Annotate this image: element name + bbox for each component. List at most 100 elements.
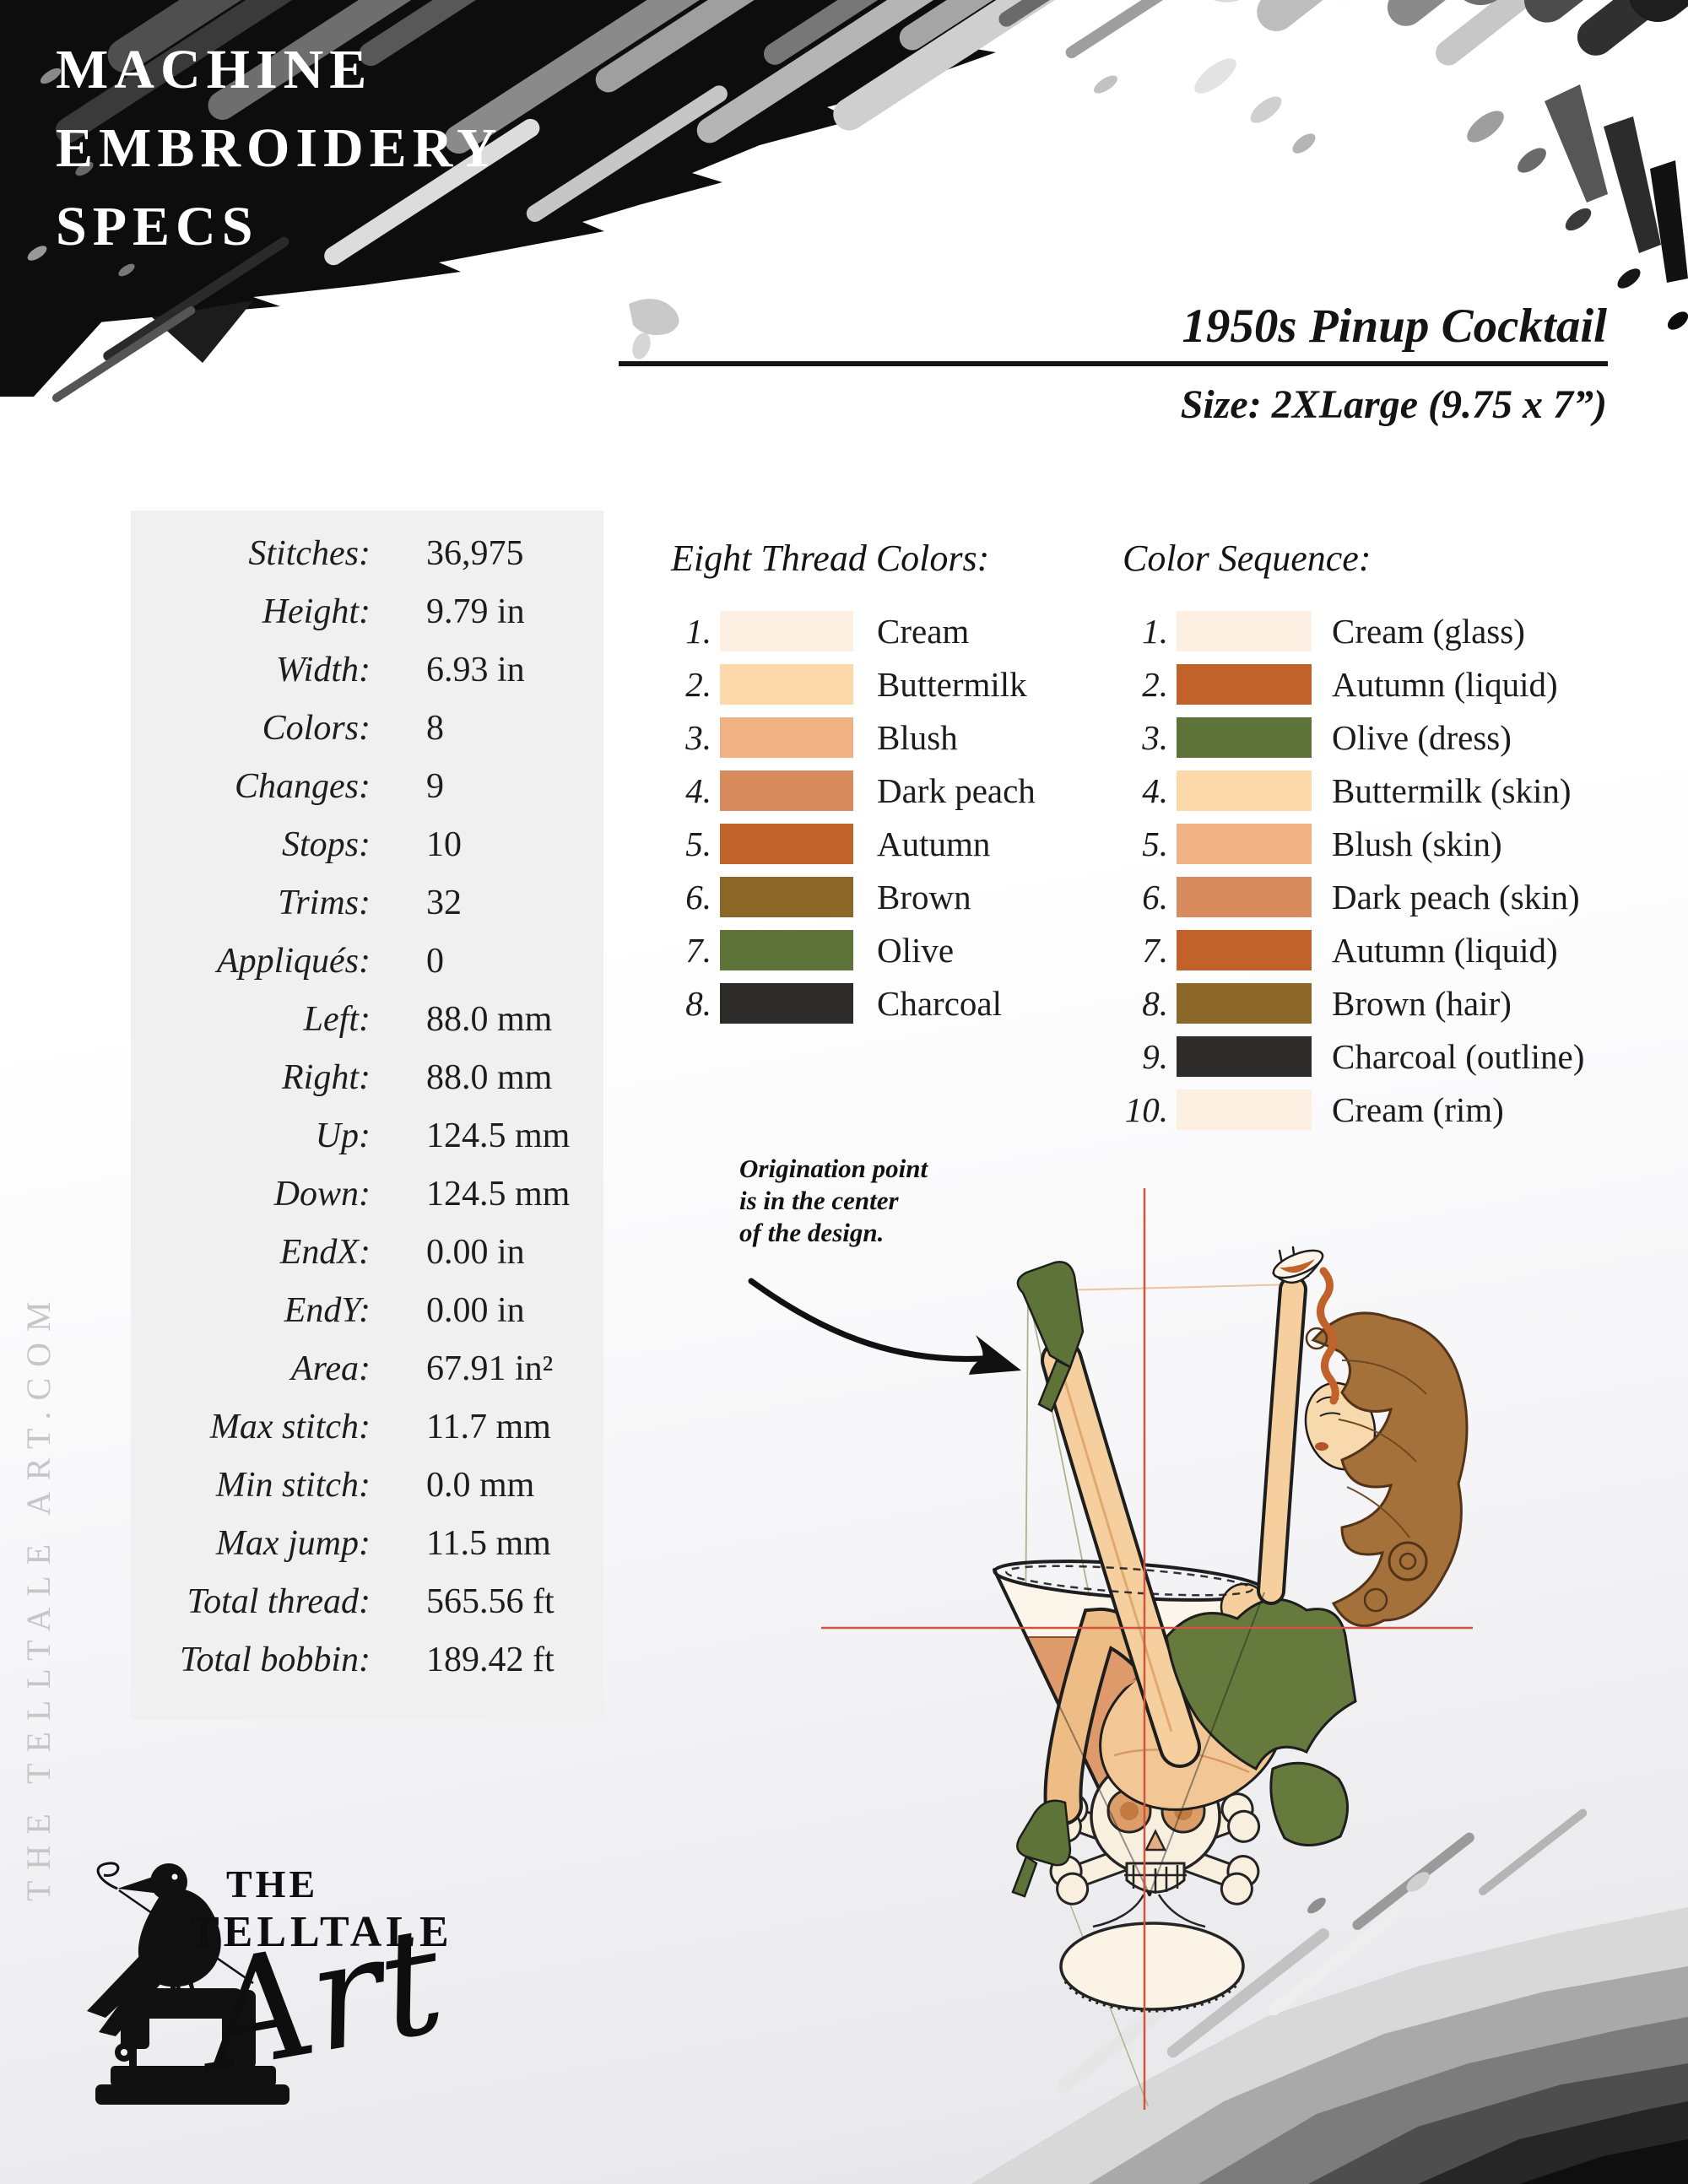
- color-swatch: [720, 983, 853, 1024]
- color-name: Brown: [877, 878, 971, 916]
- color-sequence-list: Color Sequence: 1. Cream (glass) 2. Autumn…: [1123, 537, 1584, 1143]
- spec-value: 0: [426, 941, 444, 981]
- hair: [1311, 1311, 1469, 1628]
- thread-color-row: 2. Buttermilk: [671, 664, 1036, 705]
- color-number: 9.: [1142, 1037, 1168, 1076]
- color-swatch: [720, 824, 853, 864]
- title-divider: [619, 361, 1608, 366]
- color-name: Blush: [877, 718, 958, 757]
- color-swatch: [720, 664, 853, 705]
- spec-label: Left:: [303, 999, 371, 1039]
- spec-label: Total thread:: [187, 1581, 371, 1621]
- spec-row: Colors: 8: [131, 699, 603, 757]
- spec-row: Stitches: 36,975: [131, 524, 603, 582]
- spec-label: Right:: [282, 1057, 371, 1097]
- thread-color-row: 6. Brown: [671, 877, 1036, 917]
- color-name: Blush (skin): [1332, 824, 1502, 863]
- color-sequence-row: 3. Olive (dress): [1123, 717, 1584, 758]
- logo-word-the: THE: [226, 1862, 319, 1906]
- olive-dress: [1165, 1597, 1357, 1771]
- crow-sewing-machine-icon: [87, 1862, 289, 2105]
- color-swatch: [1177, 983, 1312, 1024]
- color-name: Autumn: [877, 824, 991, 863]
- color-number: 6.: [1142, 878, 1168, 916]
- color-name: Autumn (liquid): [1332, 665, 1558, 704]
- color-sequence-row: 9. Charcoal (outline): [1123, 1036, 1584, 1077]
- spec-label: Colors:: [262, 708, 371, 748]
- color-swatch: [1177, 1089, 1312, 1130]
- color-name: Brown (hair): [1332, 984, 1512, 1023]
- color-sequence-row: 4. Buttermilk (skin): [1123, 770, 1584, 811]
- spec-row: Trims: 32: [131, 873, 603, 932]
- spec-label: Changes:: [235, 766, 371, 806]
- color-swatch: [720, 770, 853, 811]
- pinup-figure: [1011, 1246, 1469, 1898]
- spec-value: 124.5 mm: [426, 1174, 571, 1214]
- thread-color-row: 4. Dark peach: [671, 770, 1036, 811]
- spec-value: 88.0 mm: [426, 1057, 553, 1097]
- telltale-art-logo: THE TELLTALE Art: [80, 1855, 519, 2133]
- color-number: 2.: [1142, 665, 1168, 704]
- mini-cocktail-glass: [1272, 1249, 1324, 1284]
- color-name: Olive (dress): [1332, 718, 1512, 757]
- page-title-line: MACHINE: [56, 39, 373, 100]
- thread-color-row: 5. Autumn: [671, 824, 1036, 864]
- page-title-line: SPECS: [56, 196, 259, 257]
- thread-color-row: 1. Cream: [671, 611, 1036, 651]
- gray-blob: [629, 299, 679, 359]
- color-number: 4.: [685, 771, 711, 810]
- olive-shoe-lower: [1011, 1799, 1072, 1898]
- spec-row: Right: 88.0 mm: [131, 1048, 603, 1106]
- color-sequence-row: 5. Blush (skin): [1123, 824, 1584, 864]
- color-swatch: [1177, 770, 1312, 811]
- spec-row: Appliqués: 0: [131, 932, 603, 990]
- spec-row: Area: 67.91 in²: [131, 1339, 603, 1397]
- olive-shoe-upper: [1016, 1261, 1085, 1413]
- logo-word-telltale: TELLTALE: [190, 1908, 453, 1956]
- color-sequence-title: Color Sequence:: [1123, 538, 1372, 579]
- spec-label: Min stitch:: [215, 1465, 371, 1505]
- pour-squiggle: [1317, 1267, 1339, 1405]
- spec-row: Width: 6.93 in: [131, 641, 603, 699]
- spec-label: Max stitch:: [209, 1407, 371, 1446]
- color-sequence-row: 2. Autumn (liquid): [1123, 664, 1584, 705]
- spec-label: Area:: [290, 1349, 371, 1388]
- color-name: Charcoal (outline): [1332, 1037, 1585, 1076]
- thread-colors-title: Eight Thread Colors:: [671, 538, 990, 579]
- color-number: 3.: [1142, 718, 1168, 757]
- color-swatch: [1177, 877, 1312, 917]
- embroidery-design-preview: [821, 1188, 1473, 2110]
- origination-note: Origination point is in the center of th…: [739, 1153, 928, 1249]
- color-name: Olive: [877, 931, 955, 970]
- color-name: Cream (glass): [1332, 612, 1525, 651]
- color-sequence-row: 1. Cream (glass): [1123, 611, 1584, 651]
- spec-value: 67.91 in²: [426, 1349, 554, 1388]
- spec-row: Total thread: 565.56 ft: [131, 1572, 603, 1630]
- spec-row: Total bobbin: 189.42 ft: [131, 1630, 603, 1689]
- color-number: 5.: [685, 824, 711, 863]
- color-number: 7.: [1142, 931, 1168, 970]
- thread-colors-list: Eight Thread Colors: 1. Cream 2. Buttermil…: [671, 537, 1036, 1036]
- thread-color-row: 3. Blush: [671, 717, 1036, 758]
- color-name: Cream (rim): [1332, 1090, 1504, 1129]
- color-swatch: [1177, 611, 1312, 651]
- spec-label: Up:: [315, 1116, 371, 1155]
- color-name: Buttermilk (skin): [1332, 771, 1572, 810]
- design-name: 1950s Pinup Cocktail: [1182, 300, 1607, 353]
- color-name: Charcoal: [877, 984, 1002, 1023]
- thread-color-row: 7. Olive: [671, 930, 1036, 970]
- spec-value: 0.00 in: [426, 1232, 525, 1272]
- spec-value: 124.5 mm: [426, 1116, 571, 1155]
- color-swatch: [720, 611, 853, 651]
- top-right-brush-cluster: [1188, 0, 1688, 330]
- color-number: 7.: [685, 931, 711, 970]
- color-sequence-row: 7. Autumn (liquid): [1123, 930, 1584, 970]
- spec-value: 32: [426, 883, 462, 922]
- origination-note-line: of the design.: [739, 1218, 885, 1247]
- spec-value: 189.42 ft: [426, 1640, 555, 1679]
- color-sequence-row: 6. Dark peach (skin): [1123, 877, 1584, 917]
- color-swatch: [1177, 717, 1312, 758]
- spec-row: Down: 124.5 mm: [131, 1165, 603, 1223]
- color-number: 8.: [1142, 984, 1168, 1023]
- color-name: Cream: [877, 612, 970, 651]
